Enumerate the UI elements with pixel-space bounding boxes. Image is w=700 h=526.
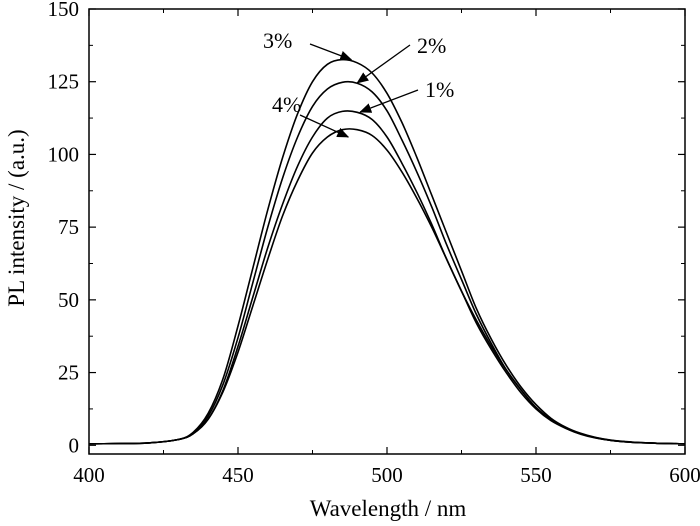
- y-tick-label: 100: [48, 142, 80, 166]
- tick-layer: 400 450 500 550 600 0 25 50 75 100 125 150: [48, 0, 700, 487]
- annotation-arrow: [356, 44, 411, 84]
- x-tick-label: 450: [222, 463, 254, 487]
- y-axis-label: PL intensity / (a.u.): [4, 129, 29, 306]
- y-tick-label: 150: [48, 0, 80, 21]
- annotation-arrow: [359, 89, 419, 113]
- annotation-label: 4%: [272, 92, 301, 117]
- x-tick-label: 500: [371, 463, 403, 487]
- y-tick-label: 50: [58, 288, 79, 312]
- series-layer: [88, 58, 686, 445]
- y-tick-label: 25: [58, 361, 79, 385]
- y-tick-label: 75: [58, 215, 79, 239]
- y-tick-label: 0: [69, 433, 80, 457]
- y-tick-label: 125: [48, 70, 80, 94]
- plot-frame: [88, 8, 686, 455]
- annotation-label: 2%: [417, 33, 446, 58]
- annotation-layer: 3% 2% 1% 4%: [263, 28, 454, 138]
- annotation-label: 3%: [263, 28, 292, 53]
- series-line-3pct: [88, 58, 686, 445]
- x-tick-label: 600: [669, 463, 700, 487]
- annotation-arrow: [299, 114, 350, 138]
- x-axis-label: Wavelength / nm: [310, 496, 467, 521]
- annotation-arrow: [309, 43, 353, 61]
- x-tick-label: 550: [520, 463, 552, 487]
- x-tick-label: 400: [73, 463, 105, 487]
- series-line-1pct: [88, 110, 686, 445]
- series-line-4pct: [88, 128, 686, 445]
- annotation-label: 1%: [425, 77, 454, 102]
